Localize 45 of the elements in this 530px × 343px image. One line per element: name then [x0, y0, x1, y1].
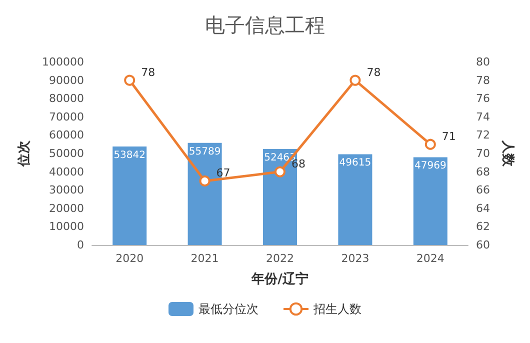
y2-tick-label: 80 [476, 56, 490, 68]
data-label: 53842 [114, 150, 146, 161]
y2-tick-label: 78 [476, 74, 490, 87]
x-tick-label: 2020 [116, 252, 144, 265]
data-label: 49615 [339, 158, 372, 169]
y-tick-label: 10000 [49, 220, 84, 234]
point [274, 166, 286, 178]
x-tick-label: 2021 [190, 252, 219, 265]
y2-tick-label: 68 [476, 165, 490, 178]
y2-tick-label: 72 [476, 128, 490, 142]
y-tick-label: 20000 [49, 202, 84, 215]
legend-label: 最低分位次 [198, 302, 258, 316]
point [124, 74, 136, 86]
y-tick-label: 60000 [49, 128, 84, 142]
y-tick-label: 30000 [49, 184, 84, 197]
data-label: 78 [366, 66, 381, 79]
point [350, 74, 361, 86]
y2-tick-label: 76 [476, 92, 490, 106]
y2-tick-label: 74 [476, 110, 490, 124]
y-tick-label: 40000 [49, 165, 84, 178]
x-axis-title: 年份/辽宁 [250, 271, 308, 287]
data-label: 71 [442, 130, 456, 143]
point [199, 175, 210, 186]
y-tick-label: 80000 [49, 92, 84, 106]
y-tick-label: 70000 [49, 110, 84, 124]
y2-tick-label: 60 [476, 238, 490, 252]
y-axis-title: 位次 [17, 140, 32, 168]
y-tick-label: 0 [77, 238, 84, 252]
x-tick-label: 2024 [416, 252, 444, 265]
y-tick-label: 90000 [49, 74, 84, 87]
y2-tick-label: 64 [476, 202, 490, 215]
y2-axis-title: 人数 [500, 140, 515, 168]
legend-label: 招生人数 [312, 302, 362, 316]
y2-tick-label: 70 [476, 147, 490, 160]
y2-tick-label: 66 [476, 184, 490, 197]
data-label: 55789 [188, 146, 221, 158]
point [424, 138, 436, 150]
chart-title: 电子信息工程 [205, 13, 325, 37]
x-tick-label: 2023 [341, 252, 370, 265]
data-label: 78 [141, 66, 156, 79]
x-tick-label: 2022 [266, 252, 294, 265]
y-tick-label: 100000 [42, 56, 84, 68]
y2-tick-label: 62 [476, 220, 490, 234]
y-tick-label: 50000 [49, 147, 84, 160]
data-label: 47969 [414, 160, 446, 172]
